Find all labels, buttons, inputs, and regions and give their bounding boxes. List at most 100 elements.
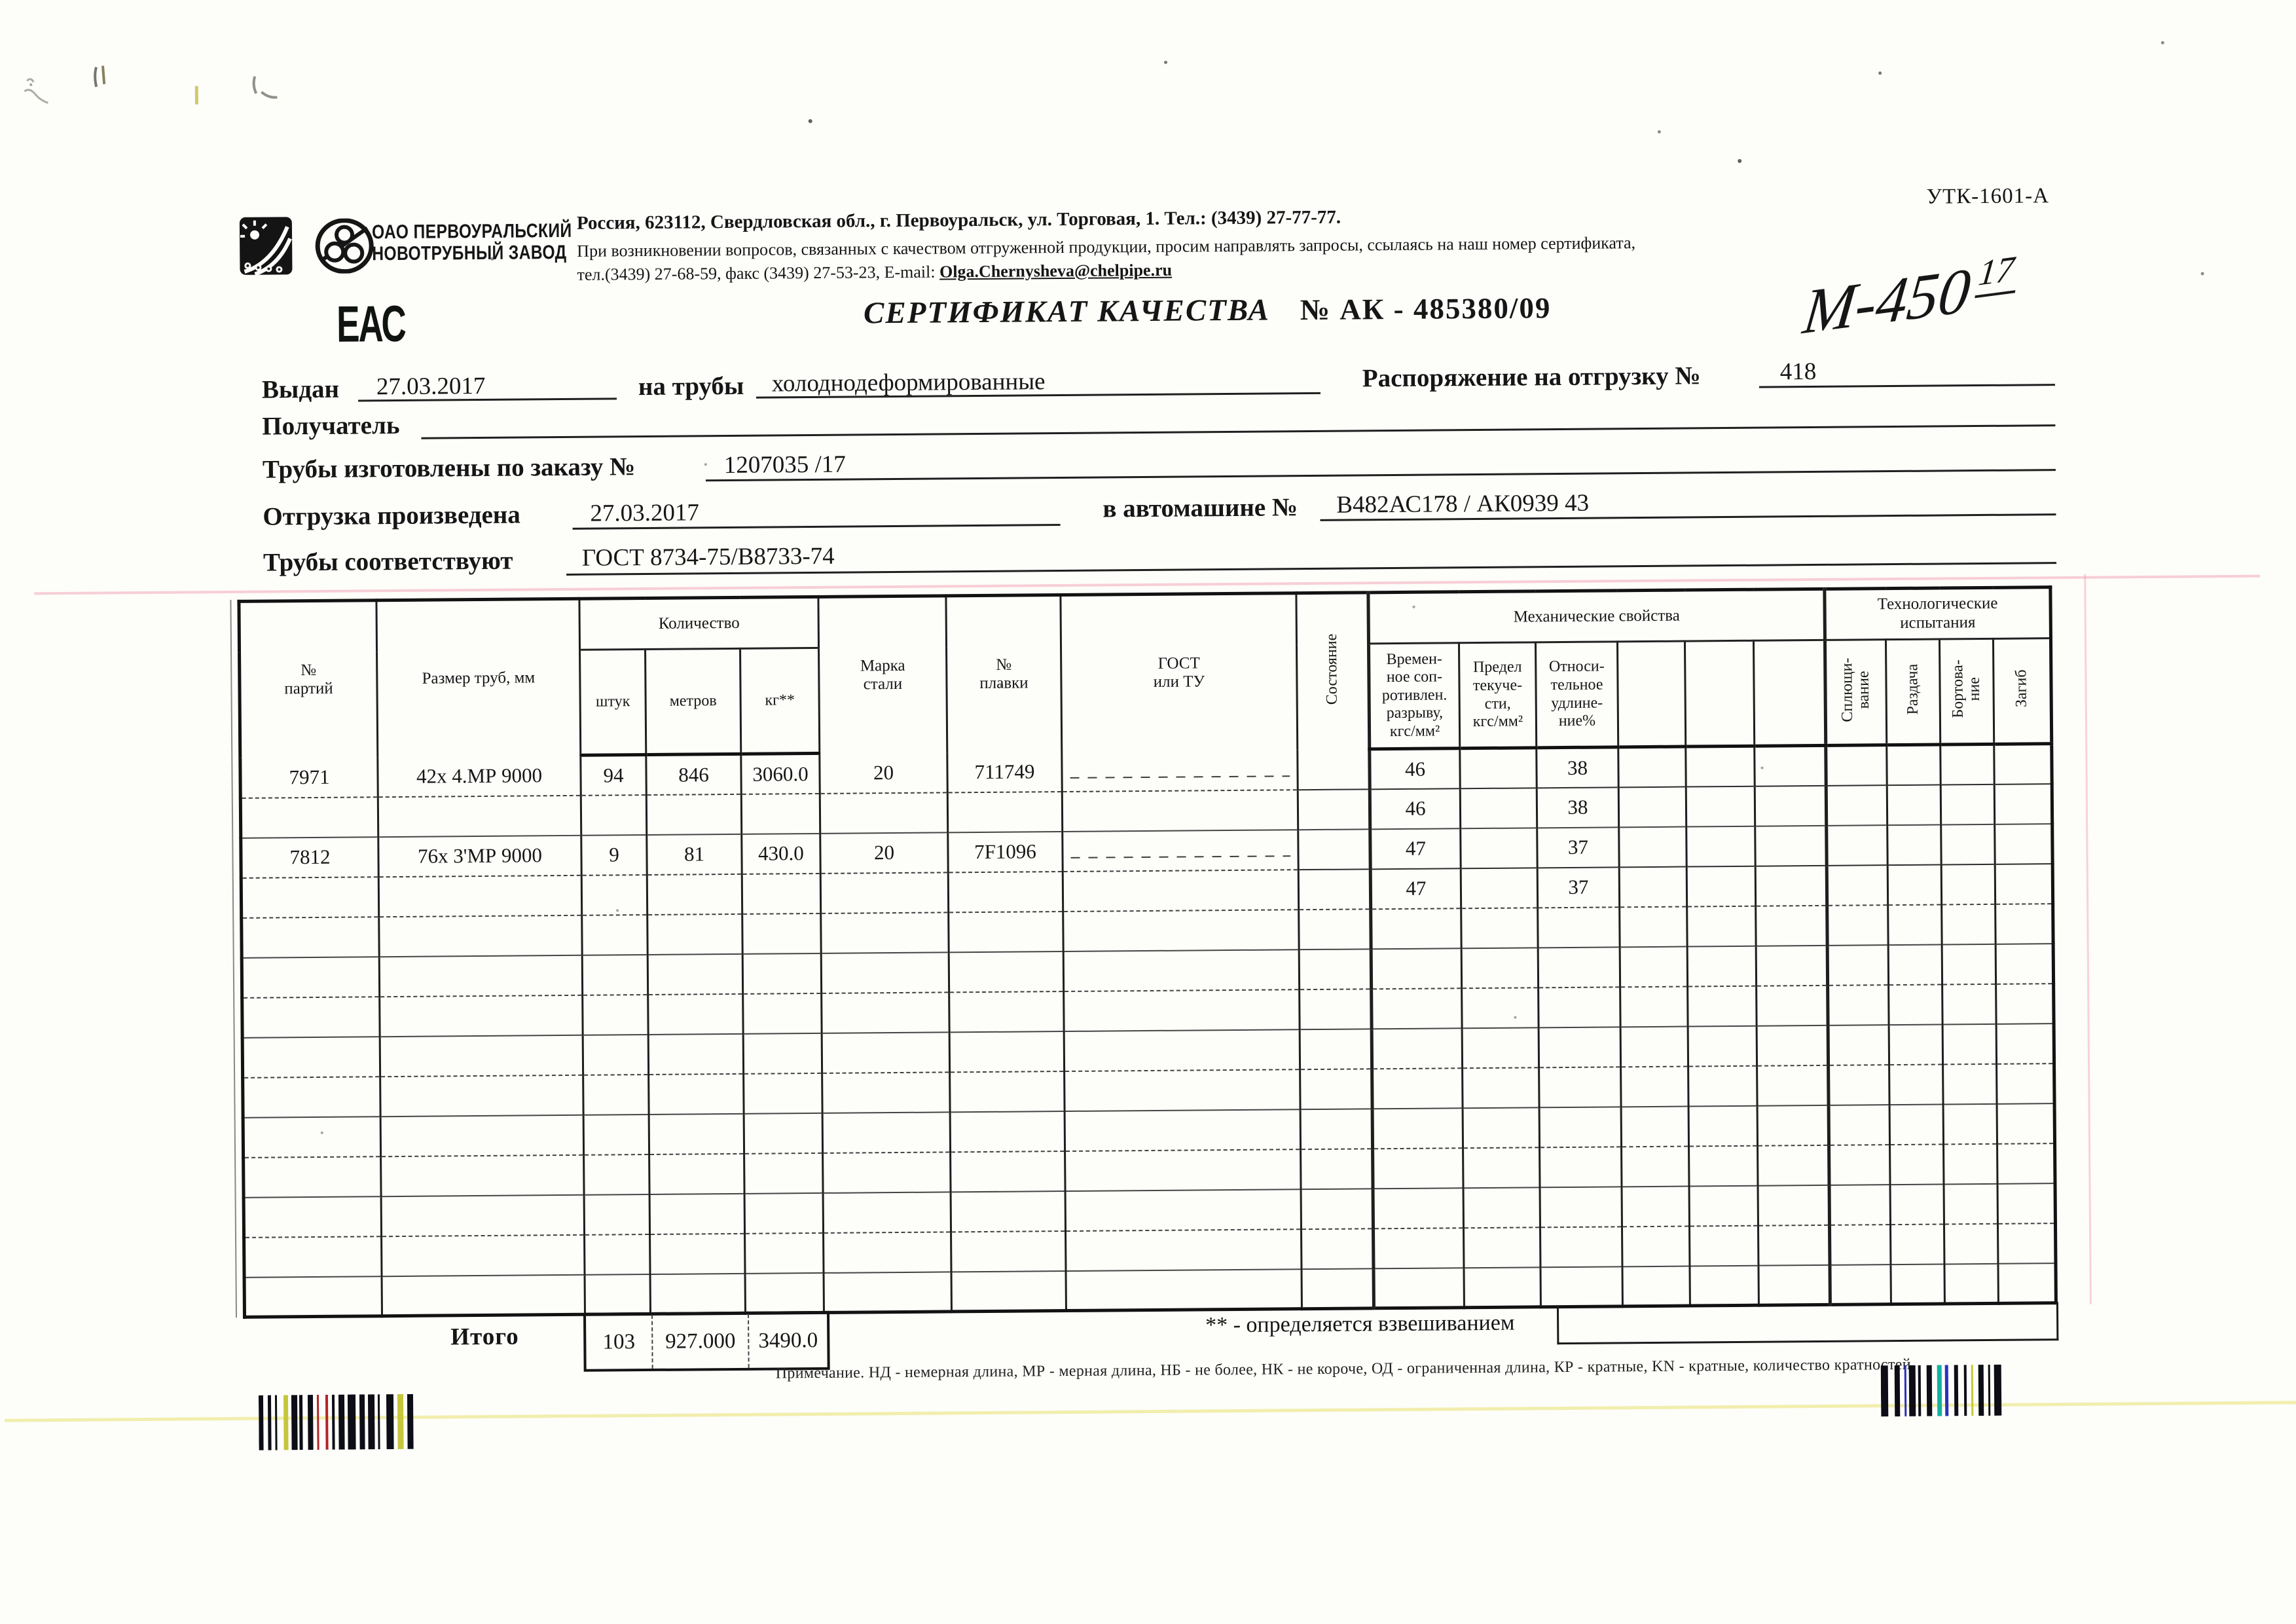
- table-cell: [1461, 987, 1539, 1028]
- table-cell: [1301, 1228, 1374, 1269]
- table-cell: [743, 1033, 822, 1074]
- table-cell: [1890, 1183, 1944, 1225]
- table-cell: [822, 1031, 950, 1073]
- company-contacts: тел.(3439) 27-68-59, факс (3439) 27-53-2…: [577, 261, 1172, 285]
- table-cell: [1686, 786, 1755, 827]
- table-cell: [585, 1274, 651, 1315]
- empty-stamp-box: [1556, 1302, 2059, 1345]
- scan-artifact-double-edge: [230, 599, 238, 1318]
- table-cell: [381, 1194, 585, 1236]
- col-header-meters: метров: [645, 648, 741, 755]
- scan-smudge-icon: [194, 86, 198, 105]
- table-cell: [1890, 1223, 1945, 1264]
- handwritten-mark: М-450 17: [1799, 247, 2024, 348]
- scan-noise-dot: [278, 263, 282, 267]
- table-cell: [584, 1234, 651, 1275]
- table-cell: [1297, 748, 1370, 790]
- made-by-order-label: Трубы изготовлены по заказу №: [262, 452, 636, 484]
- table-cell: [1463, 1227, 1540, 1268]
- table-cell: [1301, 1188, 1374, 1229]
- scan-noise-dot: [1657, 130, 1661, 134]
- table-cell: [744, 1153, 824, 1194]
- table-cell: [381, 1234, 585, 1276]
- table-cell: 430.0: [741, 833, 821, 874]
- company-name-line1: ОАО ПЕРВОУРАЛЬСКИЙ: [371, 219, 572, 244]
- col-group-quantity: Количество: [579, 597, 819, 650]
- col-header-gost: ГОСТ или ТУ: [1060, 593, 1298, 752]
- pipes-value: холоднодеформированные: [771, 368, 1046, 397]
- table-cell: [243, 1116, 381, 1158]
- scan-noise-dot: [1000, 684, 1004, 688]
- table-cell: [824, 1271, 952, 1313]
- table-cell: [1065, 1189, 1302, 1231]
- table-cell: [743, 1073, 823, 1114]
- table-cell: [647, 993, 744, 1035]
- table-cell: [650, 1273, 746, 1314]
- table-cell: [822, 1071, 951, 1113]
- table-cell: [744, 1232, 824, 1274]
- table-cell: [1886, 744, 1941, 785]
- table-cell: [1459, 747, 1537, 788]
- table-cell: [1463, 1147, 1540, 1188]
- table-cell: [584, 1194, 650, 1235]
- table-cell: [949, 951, 1064, 992]
- table-cell: [378, 795, 581, 837]
- scan-noise-dot: [616, 909, 619, 912]
- table-cell: [1372, 1107, 1463, 1149]
- form-code: УТК-1601-А: [1926, 184, 2050, 209]
- table-cell: [1758, 1225, 1831, 1266]
- table-cell: [1298, 908, 1372, 950]
- table-body: 7971 42х 4.МР 9000 94 846 3060.0 20 711749 46 38…: [240, 743, 2056, 1318]
- table-cell: [742, 993, 822, 1034]
- totals-box: 103 927.000 3490.0: [583, 1310, 830, 1372]
- table-cell: [820, 912, 949, 953]
- table-cell: [1538, 986, 1621, 1027]
- table-cell: [1298, 788, 1370, 830]
- table-cell: [380, 1035, 583, 1077]
- table-cell: [1997, 1103, 2055, 1144]
- table-cell: [380, 1154, 585, 1196]
- shipped-value: 27.03.2017: [590, 499, 700, 527]
- table-cell: [744, 1113, 823, 1154]
- barcode-left: [258, 1393, 419, 1450]
- table-cell: 9: [581, 834, 647, 876]
- table-cell: [1462, 1067, 1540, 1108]
- table-cell: [1300, 1148, 1374, 1189]
- table-cell: [822, 1111, 951, 1153]
- col-header-yield: Предел текуче- сти, кгс/мм²: [1459, 642, 1537, 748]
- table-cell: [1829, 1184, 1891, 1225]
- table-cell: [1889, 1103, 1944, 1145]
- table-cell: [1298, 828, 1371, 870]
- company-name-line2: НОВОТРУБНЫЙ ЗАВОД: [372, 241, 567, 265]
- eac-conformity-mark: ЕАС: [336, 294, 406, 353]
- table-cell: [1755, 865, 1827, 906]
- table-cell: [1887, 864, 1942, 905]
- issued-value: 27.03.2017: [376, 372, 486, 401]
- table-cell: [1620, 946, 1688, 987]
- table-cell: [649, 1113, 744, 1154]
- table-cell: [820, 792, 948, 834]
- table-cell: [742, 873, 821, 914]
- table-cell: [647, 913, 743, 955]
- table-cell: [822, 1151, 951, 1193]
- table-cell: [948, 871, 1063, 912]
- table-cell: 38: [1537, 786, 1619, 828]
- table-cell: [1063, 989, 1300, 1031]
- table-cell: [649, 1233, 746, 1274]
- table-cell: [1620, 986, 1688, 1027]
- table-cell: [1891, 1263, 1945, 1304]
- table-cell: [1942, 944, 1996, 984]
- table-cell: [823, 1191, 951, 1233]
- table-cell: [1828, 1064, 1890, 1105]
- table-cell: [1688, 1065, 1758, 1107]
- totals-pieces: 103: [602, 1329, 636, 1354]
- table-cell: [1686, 866, 1756, 907]
- conform-value: ГОСТ 8734-75/В8733-74: [581, 542, 835, 572]
- table-cell: [1827, 984, 1889, 1025]
- table-cell: [1463, 1266, 1541, 1308]
- table-cell: [1299, 948, 1372, 989]
- issued-label: Выдан: [261, 375, 340, 404]
- table-cell: [379, 995, 583, 1037]
- col-header-elongation: Относи- тельное удлине- ние%: [1535, 641, 1618, 748]
